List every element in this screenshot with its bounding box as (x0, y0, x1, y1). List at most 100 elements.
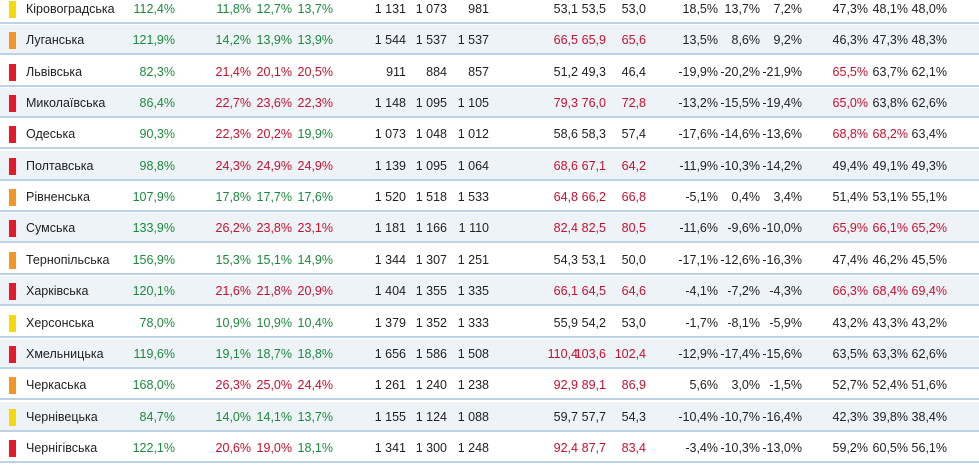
value-cell: 21,6% (215, 284, 251, 299)
value-cell: 1 544 (374, 33, 406, 48)
value-cell: 1 064 (457, 158, 489, 173)
table-row: Луганська 121,9% 14,2% 13,9% 13,9% 1 544 1 537… (0, 25, 979, 56)
value-cell: 50,0 (621, 252, 646, 267)
value-cell: -10,3% (720, 440, 760, 455)
value-cell: 52,7% (832, 378, 868, 393)
value-cell: -13,0% (762, 440, 802, 455)
value-cell: 10,4% (297, 315, 333, 330)
value-cell: 68,6 (553, 158, 578, 173)
row-color-marker (9, 1, 16, 18)
value-cell: 1 518 (415, 190, 447, 205)
value-cell: 10,9% (215, 315, 251, 330)
value-cell: 14,2% (215, 33, 251, 48)
value-cell: -20,2% (720, 64, 760, 79)
value-cell: 86,4% (139, 96, 175, 111)
value-cell: 62,1% (911, 64, 947, 79)
value-cell: 13,7% (297, 2, 333, 16)
value-cell: 47,3% (832, 2, 868, 16)
value-cell: -19,9% (678, 64, 718, 79)
value-cell: 1 352 (415, 315, 447, 330)
value-cell: 68,8% (832, 127, 868, 142)
value-cell: -3,4% (685, 440, 718, 455)
value-cell: 1 355 (415, 284, 447, 299)
value-cell: 56,1% (911, 440, 947, 455)
value-cell: 1 344 (374, 252, 406, 267)
table-row: Черкаська 168,0% 26,3% 25,0% 24,4% 1 261 1 240… (0, 370, 979, 401)
value-cell: 1 181 (374, 221, 406, 236)
value-cell: 18,5% (682, 2, 718, 16)
value-cell: 26,2% (215, 221, 251, 236)
value-cell: -11,9% (679, 158, 718, 173)
value-cell: 1 088 (457, 409, 489, 424)
value-cell: -1,5% (769, 378, 802, 393)
value-cell: 13,9% (297, 33, 333, 48)
value-cell: 20,6% (215, 440, 251, 455)
value-cell: 65,2% (911, 221, 947, 236)
value-cell: 10,9% (256, 315, 292, 330)
region-name: Чернігівська (26, 440, 98, 455)
value-cell: 66,8 (621, 190, 646, 205)
value-cell: 1 240 (415, 378, 447, 393)
value-cell: 18,1% (297, 440, 333, 455)
value-cell: 66,1% (872, 221, 908, 236)
value-cell: 17,7% (256, 190, 292, 205)
value-cell: 1 379 (374, 315, 406, 330)
value-cell: 156,9% (132, 252, 175, 267)
row-color-marker (9, 283, 16, 301)
value-cell: 13,5% (682, 33, 718, 48)
table-row: Одеська 90,3% 22,3% 20,2% 19,9% 1 073 1 048 1 0… (0, 119, 979, 150)
value-cell: 51,6% (911, 378, 947, 393)
value-cell: 17,8% (215, 190, 251, 205)
value-cell: 48,3% (911, 33, 947, 48)
value-cell: 19,1% (215, 346, 251, 361)
value-cell: 1 300 (415, 440, 447, 455)
value-cell: 59,7 (553, 409, 578, 424)
value-cell: 1 012 (457, 127, 489, 142)
value-cell: 49,3 (581, 64, 606, 79)
value-cell: 1 139 (374, 158, 406, 173)
row-color-marker (9, 32, 16, 50)
value-cell: 22,7% (215, 96, 251, 111)
value-cell: 122,1% (132, 440, 175, 455)
value-cell: 43,2% (911, 315, 947, 330)
table-row: Кіровоградська 112,4% 11,8% 12,7% 13,7% 1 131… (0, 0, 979, 24)
value-cell: -14,6% (720, 127, 760, 142)
value-cell: 1 105 (457, 96, 489, 111)
value-cell: 63,5% (832, 346, 868, 361)
value-cell: 1 110 (458, 221, 489, 236)
value-cell: -5,1% (685, 190, 718, 205)
table-row: Полтавська 98,8% 24,3% 24,9% 24,9% 1 139 1 095… (0, 150, 979, 181)
value-cell: 53,0 (621, 315, 646, 330)
value-cell: 1 251 (457, 252, 489, 267)
value-cell: 82,3% (139, 64, 175, 79)
value-cell: 79,3 (553, 96, 578, 111)
value-cell: 20,5% (297, 64, 333, 79)
row-color-marker (9, 408, 16, 426)
value-cell: -13,2% (678, 96, 718, 111)
value-cell: -17,6% (678, 127, 718, 142)
value-cell: 1 307 (415, 252, 447, 267)
value-cell: 64,6 (621, 284, 646, 299)
value-cell: 1 586 (415, 346, 447, 361)
value-cell: 66,5 (553, 33, 578, 48)
value-cell: -1,7% (685, 315, 718, 330)
value-cell: 68,4% (872, 284, 908, 299)
region-name: Луганська (26, 33, 85, 48)
value-cell: -8,1% (727, 315, 760, 330)
value-cell: 1 048 (415, 127, 447, 142)
row-color-marker (9, 63, 16, 81)
value-cell: 43,3% (872, 315, 908, 330)
value-cell: 24,9% (256, 158, 292, 173)
value-cell: 121,9% (132, 33, 175, 48)
value-cell: 20,1% (256, 64, 292, 79)
value-cell: 110,4 (547, 346, 578, 361)
value-cell: 1 095 (415, 96, 447, 111)
table-row: Львівська 82,3% 21,4% 20,1% 20,5% 911 884 857 51… (0, 57, 979, 87)
table-row: Харківська 120,1% 21,6% 21,8% 20,9% 1 404 1 35… (0, 276, 979, 307)
value-cell: -9,6% (727, 221, 760, 236)
value-cell: 20,9% (297, 284, 333, 299)
value-cell: 83,4 (621, 440, 646, 455)
value-cell: 17,6% (297, 190, 333, 205)
value-cell: 23,8% (256, 221, 292, 236)
